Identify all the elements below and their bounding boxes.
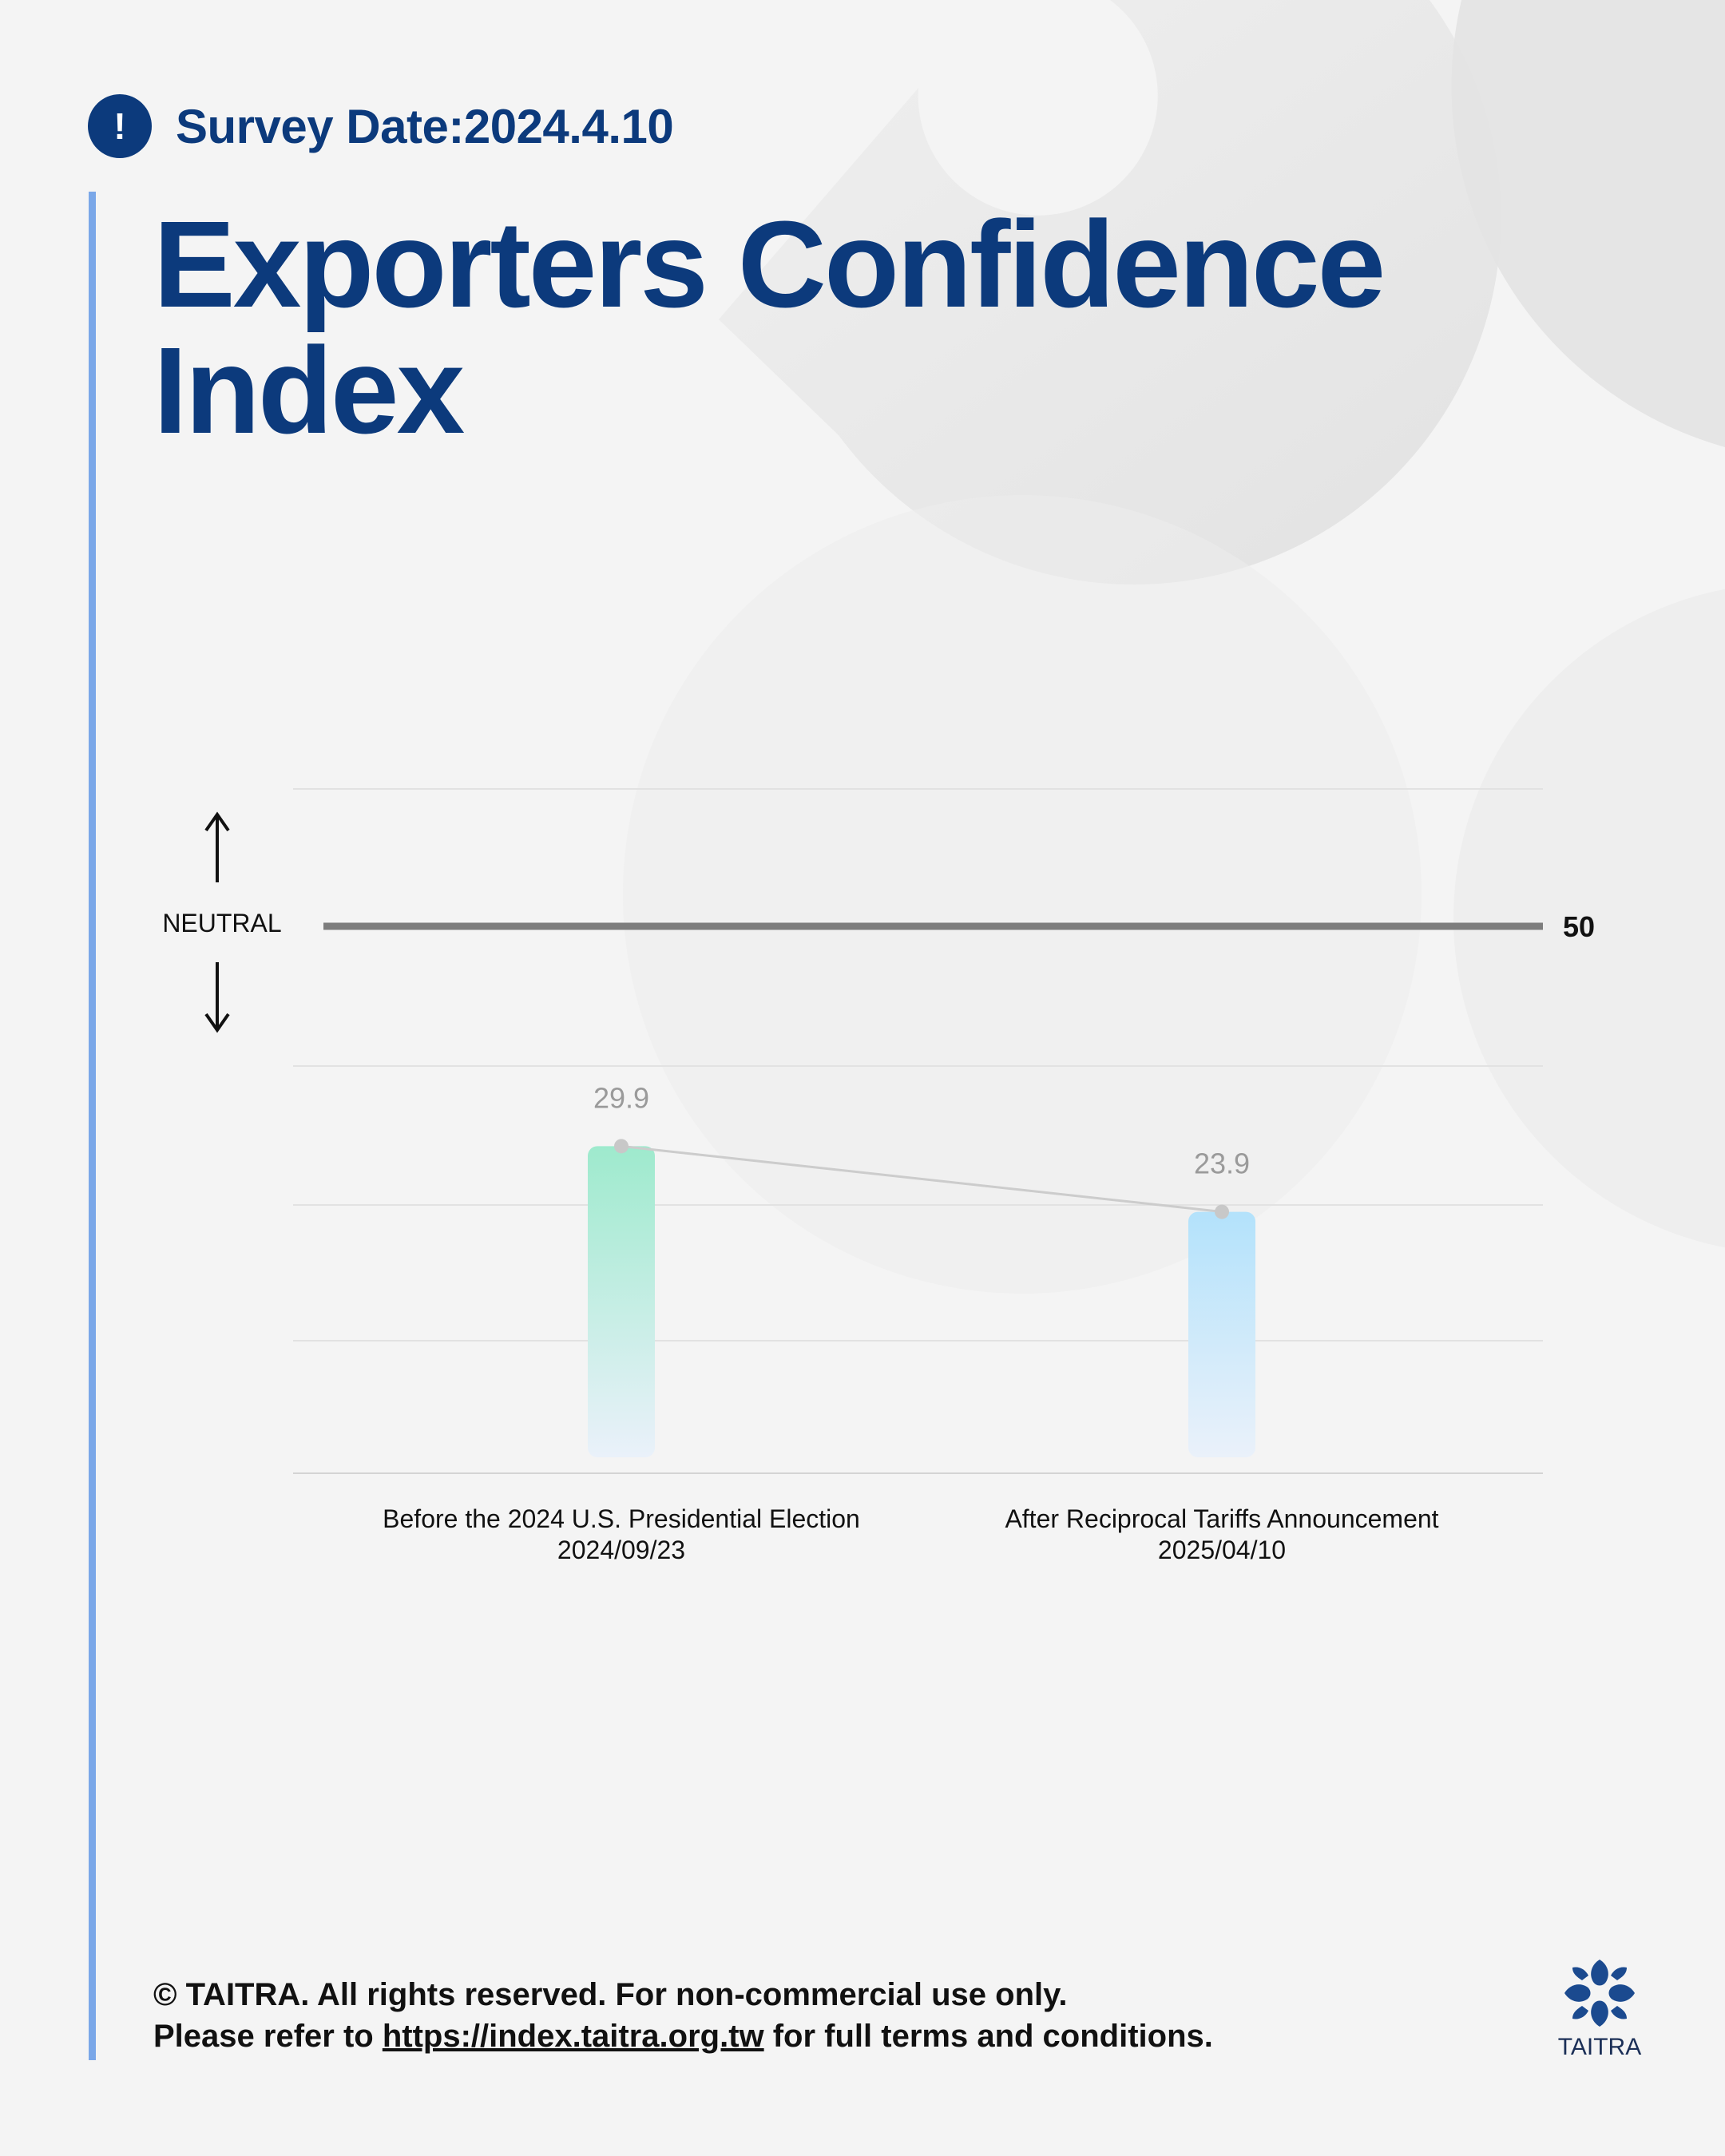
trend-line (621, 1144, 1223, 1214)
down-arrow-icon (204, 962, 230, 1033)
taitra-logo: TAITRA (1556, 1956, 1644, 2061)
bar (1188, 1211, 1255, 1457)
footer-line-2: Please refer to https://index.taitra.org… (153, 2015, 1213, 2057)
logo-text: TAITRA (1557, 2034, 1642, 2060)
footer-copyright: © TAITRA. All rights reserved. For non-c… (153, 1974, 1213, 2057)
footer-suffix: for full terms and conditions. (763, 2019, 1213, 2054)
category-label: 2025/04/10 (1158, 1536, 1286, 1564)
survey-date-row: ! Survey Date:2024.4.10 (88, 94, 674, 158)
neutral-label: NEUTRAL (162, 909, 281, 937)
page-title: Exporters Confidence Index (153, 196, 1386, 459)
data-point (1215, 1204, 1229, 1219)
data-point (614, 1139, 629, 1154)
survey-date: Survey Date:2024.4.10 (176, 99, 674, 153)
footer-line-1: © TAITRA. All rights reserved. For non-c… (153, 1977, 1068, 2012)
bar (588, 1146, 655, 1457)
terms-link[interactable]: https://index.taitra.org.tw (382, 2019, 764, 2054)
footer-prefix: Please refer to (153, 2019, 383, 2054)
reference-value-label: 50 (1563, 910, 1595, 943)
value-label: 23.9 (1194, 1147, 1250, 1180)
exclamation-icon: ! (88, 94, 152, 158)
category-label: 2024/09/23 (557, 1536, 685, 1564)
up-arrow-icon (204, 811, 230, 882)
accent-side-bar (89, 192, 96, 2060)
category-label: After Reciprocal Tariffs Announcement (1005, 1504, 1438, 1533)
taitra-logo-icon (1564, 1960, 1635, 2027)
category-label: Before the 2024 U.S. Presidential Electi… (383, 1504, 860, 1533)
value-label: 29.9 (593, 1081, 649, 1114)
